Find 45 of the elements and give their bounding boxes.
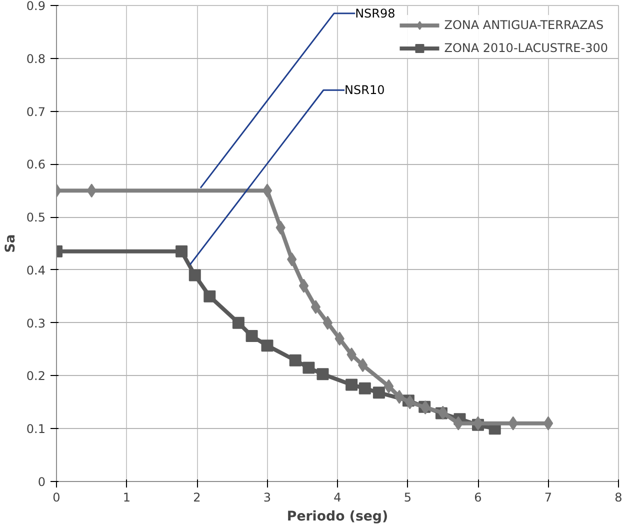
y-tick-label: 0.1 (26, 422, 46, 436)
x-axis-title: Periodo (seg) (286, 510, 388, 524)
y-tick-label: 0.3 (26, 316, 46, 330)
point (394, 390, 404, 404)
point (543, 416, 554, 430)
x-tick-label: 4 (334, 490, 342, 504)
x-tick-label: 7 (544, 490, 552, 504)
point (346, 378, 358, 391)
y-tick-label: 0.9 (26, 0, 46, 13)
point (384, 379, 394, 394)
y-tick-label: 0 (38, 475, 46, 489)
x-tick-label: 2 (193, 490, 201, 504)
x-tick-label: 8 (614, 490, 622, 504)
x-tick-label: 3 (263, 490, 272, 504)
point (358, 358, 368, 372)
point (316, 368, 329, 380)
point (298, 278, 309, 293)
x-tick-label: 1 (122, 490, 131, 504)
point (188, 269, 201, 282)
annotation: NSR98 (355, 6, 396, 20)
point (310, 300, 321, 314)
point (453, 416, 464, 430)
legend-label: ZONA 2010-LACUSTRE-300 (444, 41, 608, 55)
point (246, 330, 258, 342)
y-tick-label: 0.5 (26, 210, 46, 225)
x-tick-label: 6 (474, 490, 482, 504)
y-tick-label: 0.2 (26, 369, 46, 384)
annotation: NSR10 (344, 83, 385, 98)
point (232, 316, 244, 329)
y-tick-label: 0.7 (26, 104, 46, 119)
point (302, 362, 315, 374)
y-tick-label: 0.8 (26, 52, 46, 66)
point (372, 386, 385, 399)
x-tick-label: 0 (52, 490, 60, 504)
point (289, 354, 302, 366)
point (262, 184, 272, 198)
x-tick-label: 5 (404, 490, 412, 504)
y-axis-title: Sa (3, 234, 18, 253)
y-tick-label: 0.4 (26, 263, 46, 278)
point (261, 340, 274, 352)
point (204, 290, 216, 302)
legend-label: ZONA ANTIGUA-TERRAZAS (444, 18, 604, 32)
point (358, 382, 371, 394)
point (176, 245, 188, 258)
y-tick-label: 0.6 (26, 158, 46, 172)
